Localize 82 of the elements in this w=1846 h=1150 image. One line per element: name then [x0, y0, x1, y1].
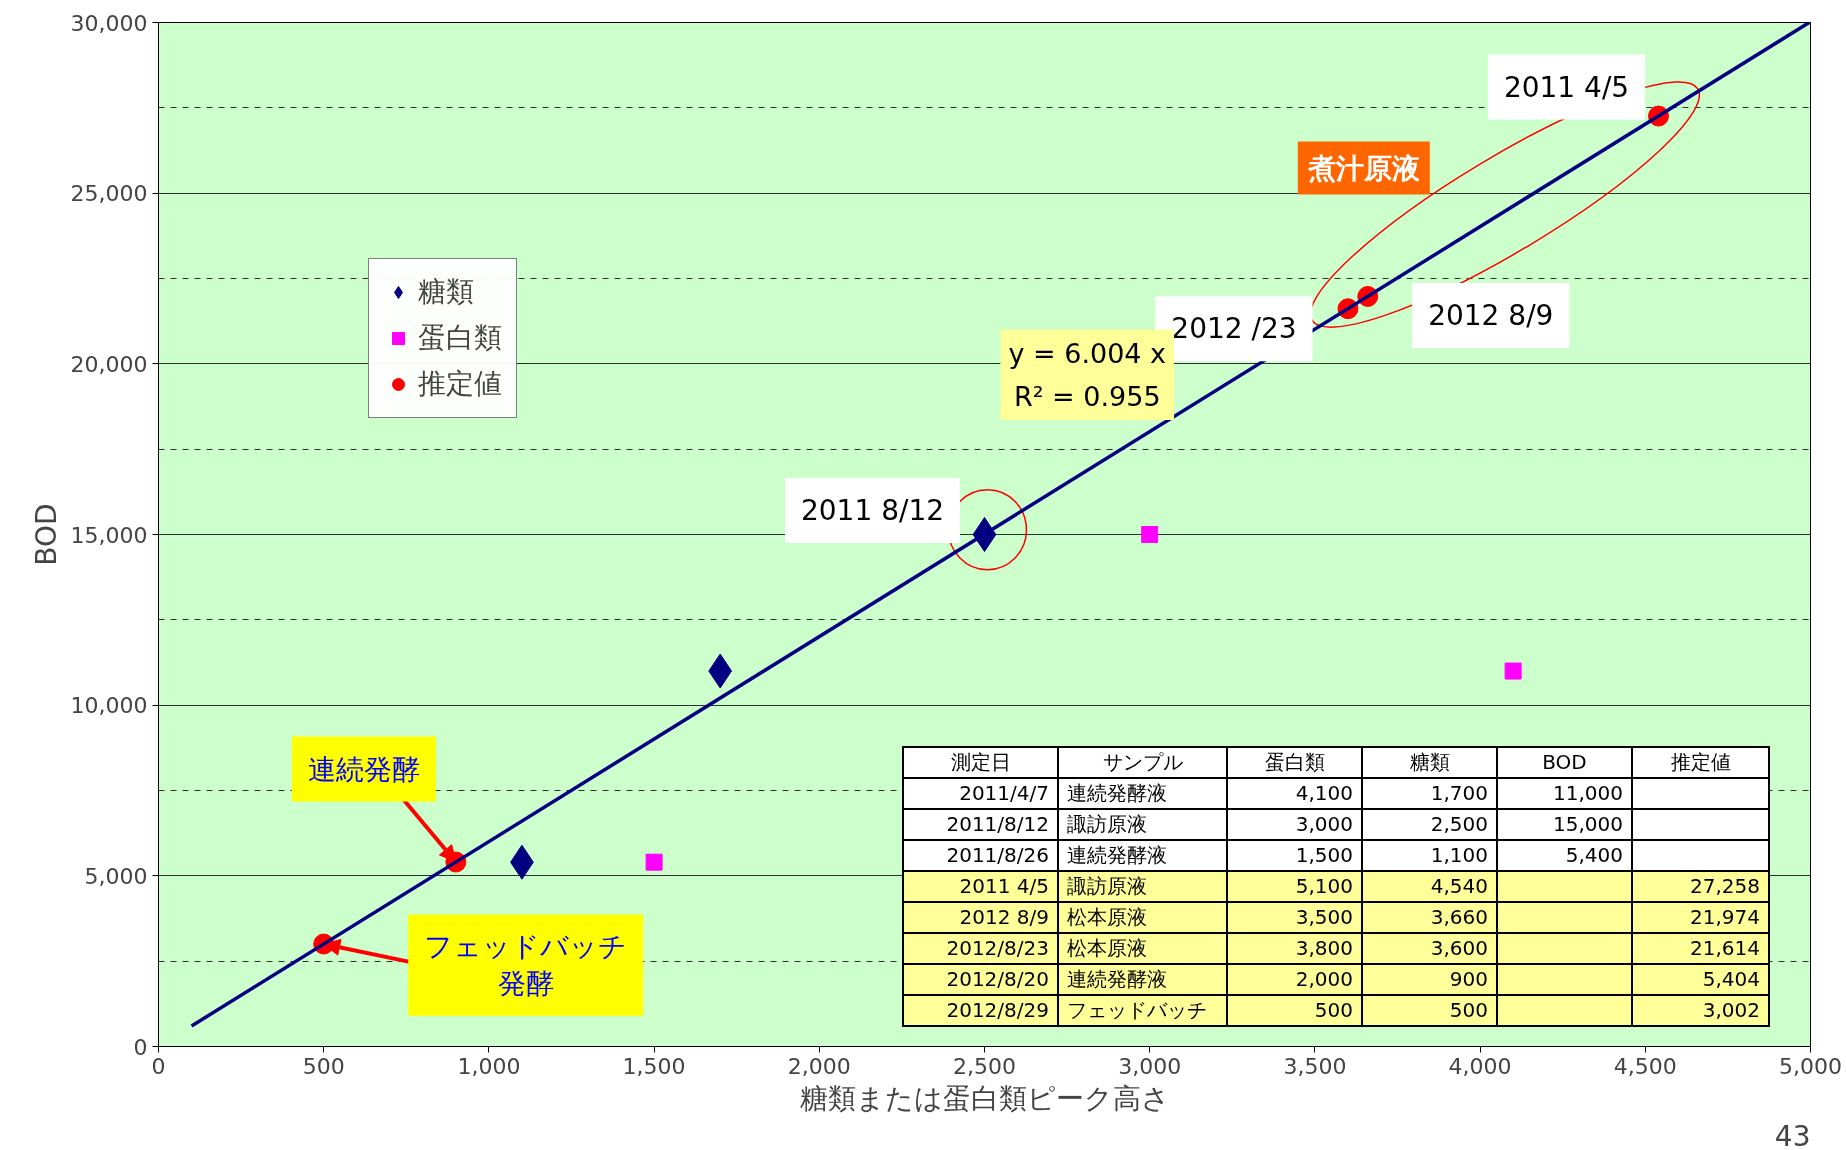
- annotation: 諏訪原液: [1058, 871, 1227, 902]
- legend-label: 推定値: [418, 366, 502, 402]
- x-tick-label: 3,500: [1283, 1053, 1347, 1079]
- annotation: 15,000: [1497, 809, 1632, 840]
- annotation: 2012 8/9: [1428, 298, 1554, 332]
- annotation: 連続発酵: [307, 752, 420, 786]
- annotation: 500: [1227, 995, 1362, 1026]
- annotation: 5,400: [1497, 840, 1632, 871]
- annotation: 連続発酵液: [1058, 964, 1227, 995]
- point: [1141, 526, 1159, 543]
- x-tick-label: 500: [302, 1053, 345, 1079]
- annotation: サンプル: [1058, 747, 1227, 778]
- annotation: 11,000: [1497, 778, 1632, 809]
- annotation: 2011 4/5: [903, 871, 1058, 902]
- annotation: 2011/8/26: [903, 840, 1058, 871]
- annotation: 2,500: [1362, 809, 1497, 840]
- annotation: 3,660: [1362, 902, 1497, 933]
- x-tick-label: 0: [151, 1053, 166, 1079]
- y-tick-label: 0: [133, 1034, 148, 1060]
- y-tick-label: 20,000: [70, 351, 148, 377]
- annotation: 松本原液: [1058, 902, 1227, 933]
- annotation: 5,404: [1632, 964, 1769, 995]
- x-tick-label: 1,000: [457, 1053, 521, 1079]
- annotation: BOD: [1497, 747, 1632, 778]
- annotation: 蛋白類: [1227, 747, 1362, 778]
- annotation: 2011/8/12: [903, 809, 1058, 840]
- annotation: 2011 4/5: [1503, 70, 1630, 104]
- annotation: 500: [1362, 995, 1497, 1026]
- annotation: 松本原液: [1058, 933, 1227, 964]
- annotation: 3,800: [1227, 933, 1362, 964]
- annotation: 1,500: [1227, 840, 1362, 871]
- annotation: 5,100: [1227, 871, 1362, 902]
- annotation: 3,600: [1362, 933, 1497, 964]
- annotation: 2012/8/29: [903, 995, 1058, 1026]
- annotation: 連続発酵液: [1058, 778, 1227, 809]
- annotation: 諏訪原液: [1058, 809, 1227, 840]
- annotation: 4,540: [1362, 871, 1497, 902]
- annotation: 2011 8/12: [800, 494, 945, 527]
- x-axis-title: 糖類または蛋白類ピーク高さ: [799, 1081, 1170, 1115]
- annotation: 21,614: [1632, 933, 1769, 964]
- annotation: フェッドバッチ発酵: [424, 930, 628, 1000]
- annotation: 測定日: [903, 747, 1058, 778]
- x-tick-label: 5,000: [1779, 1053, 1842, 1079]
- point: [1504, 662, 1522, 680]
- annotation: 2,000: [1227, 964, 1362, 995]
- annotation: 21,974: [1632, 902, 1769, 933]
- annotation: 3,500: [1227, 902, 1362, 933]
- y-tick-label: 15,000: [70, 522, 148, 548]
- annotation: 2011/4/7: [903, 778, 1058, 809]
- annotation: 3,002: [1632, 995, 1769, 1026]
- y-tick-label: 25,000: [70, 181, 148, 207]
- annotation: 糖類: [1362, 747, 1497, 778]
- legend-label: 蛋白類: [418, 320, 502, 356]
- annotation: フェッドバッチ: [1058, 995, 1227, 1026]
- x-tick-label: 4,000: [1448, 1053, 1512, 1079]
- annotation: 1,700: [1362, 778, 1497, 809]
- x-tick-label: 2,000: [787, 1053, 851, 1079]
- y-axis-title: BOD: [29, 503, 63, 566]
- text: 43: [1774, 1119, 1811, 1150]
- annotation: 2012 8/9: [903, 902, 1058, 933]
- annotation: 2012 /23: [1171, 312, 1297, 346]
- annotation: 2012/8/20: [903, 964, 1058, 995]
- x-tick-label: 3,000: [1118, 1053, 1182, 1079]
- x-tick-label: 1,500: [622, 1053, 686, 1079]
- y-tick-label: 30,000: [70, 10, 148, 36]
- x-tick-label: 2,500: [953, 1053, 1016, 1079]
- annotation: 3,000: [1227, 809, 1362, 840]
- annotation: 1,100: [1362, 840, 1497, 871]
- annotation: y = 6.004 x: [1008, 337, 1167, 369]
- x-tick-label: 4,500: [1613, 1053, 1677, 1079]
- annotation: 連続発酵液: [1058, 840, 1227, 871]
- y-tick-label: 10,000: [70, 693, 148, 719]
- annotation: R² = 0.955: [1013, 380, 1161, 412]
- annotation: 27,258: [1632, 871, 1769, 902]
- y-tick-label: 5,000: [84, 863, 148, 889]
- annotation: 900: [1362, 964, 1497, 995]
- annotation: 4,100: [1227, 778, 1362, 809]
- annotation: 2012/8/23: [903, 933, 1058, 964]
- annotation: 煮汁原液: [1306, 151, 1421, 185]
- point: [645, 853, 663, 871]
- legend-label: 糖類: [418, 274, 474, 310]
- annotation: 推定値: [1632, 747, 1769, 778]
